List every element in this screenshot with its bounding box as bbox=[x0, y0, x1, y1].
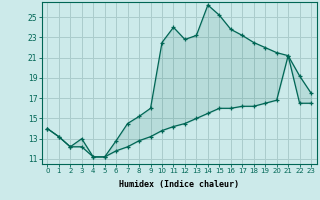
X-axis label: Humidex (Indice chaleur): Humidex (Indice chaleur) bbox=[119, 180, 239, 189]
